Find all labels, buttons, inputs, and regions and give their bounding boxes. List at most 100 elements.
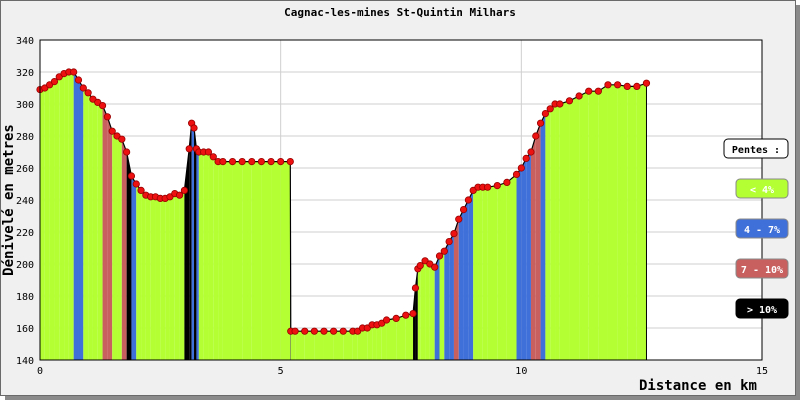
data-point [642, 79, 651, 87]
slope-segment [198, 152, 204, 360]
slope-segment [540, 113, 546, 360]
slope-segment [78, 80, 84, 360]
data-point [532, 132, 540, 140]
data-point [204, 148, 213, 156]
slope-segment [83, 88, 89, 360]
frame-shadow-bottom [5, 396, 800, 400]
data-point [484, 183, 492, 191]
legend-label: 4 - 7% [744, 225, 780, 236]
data-point [416, 261, 424, 270]
data-point [248, 158, 256, 166]
slope-segment [213, 156, 219, 360]
data-point [445, 238, 453, 246]
slope-segment [323, 331, 334, 360]
data-point [556, 100, 564, 108]
y-tick-label: 300 [16, 100, 34, 111]
legend-label: < 4% [750, 185, 774, 196]
slope-segment [352, 331, 358, 360]
data-point [503, 178, 511, 186]
y-tick-label: 320 [16, 68, 34, 79]
data-point [339, 327, 347, 335]
data-point [493, 182, 501, 190]
legend-swatch [735, 298, 789, 319]
data-point [409, 309, 417, 318]
data-point [267, 158, 275, 166]
slope-segment [222, 161, 233, 360]
frame-shadow-right [796, 5, 800, 400]
legend-swatch [735, 218, 789, 239]
chart-title: Cagnac-les-mines St-Quintin Milhars [284, 6, 516, 19]
slope-segment [535, 123, 541, 360]
slope-segment [112, 131, 118, 360]
plot-border [39, 39, 763, 361]
slope-segment [530, 136, 536, 360]
slope-segment [136, 184, 142, 360]
data-point [585, 87, 593, 95]
data-point [127, 172, 136, 180]
slope-segment [184, 148, 190, 360]
data-point [209, 153, 217, 161]
data-point [228, 158, 237, 166]
slope-segment [59, 73, 65, 360]
slope-segment [444, 241, 450, 360]
legend-title-box [723, 138, 789, 159]
slope-segment [545, 108, 551, 360]
slope-segment [449, 233, 454, 360]
slope-segment [232, 161, 243, 360]
slope-segment [367, 324, 373, 360]
slope-segment [169, 193, 175, 360]
slope-segment [160, 198, 166, 360]
y-tick-labels: 140 160 180 200 220 240 260 280 300 320 340 [16, 36, 34, 367]
data-point [180, 186, 188, 194]
slope-segment [261, 161, 272, 360]
slope-segment [405, 313, 414, 360]
slope-segment [145, 195, 151, 360]
data-point [98, 102, 107, 110]
data-point [613, 81, 622, 89]
slope-segment [304, 331, 315, 360]
slope-segment [54, 76, 60, 361]
slope-segment [64, 72, 69, 360]
slope-segment [579, 91, 589, 360]
data-point [527, 148, 535, 156]
slope-segment [97, 102, 103, 361]
data-point [70, 68, 78, 76]
slope-segment [420, 260, 426, 360]
slope-segment [468, 190, 474, 360]
data-point [132, 180, 140, 188]
legend: Pentes : < 4% 4 - 7% 7 - 10% > 10% [723, 138, 789, 319]
slope-segment [174, 193, 180, 360]
slope-segment [386, 318, 397, 360]
data-point [459, 206, 468, 214]
data-point [604, 81, 612, 89]
slope-segment [121, 139, 127, 360]
slope-segment [357, 328, 363, 360]
data-point [594, 87, 602, 95]
y-tick-label: 160 [16, 324, 34, 335]
data-point [320, 327, 328, 335]
slope-segments [40, 72, 647, 361]
slope-segment [131, 176, 137, 360]
data-point [277, 158, 285, 166]
slope-segment [271, 161, 281, 360]
data-point [118, 135, 126, 143]
slope-segment [194, 128, 197, 360]
data-point [565, 97, 574, 105]
slope-segment [196, 148, 199, 360]
slope-segment [372, 324, 377, 360]
slope-segment [126, 152, 132, 360]
slope-segment [550, 104, 556, 360]
slope-segment [203, 152, 209, 360]
data-point [411, 284, 420, 292]
slope-segment [343, 331, 353, 360]
slope-segment [295, 331, 305, 360]
slope-segment [487, 185, 498, 360]
data-point [464, 196, 472, 204]
slope-segment [473, 187, 479, 360]
slope-segment [381, 320, 387, 360]
data-point [175, 191, 184, 199]
slope-segment [463, 200, 469, 360]
legend-swatch [735, 258, 789, 279]
x-tick-label: 5 [278, 366, 284, 377]
